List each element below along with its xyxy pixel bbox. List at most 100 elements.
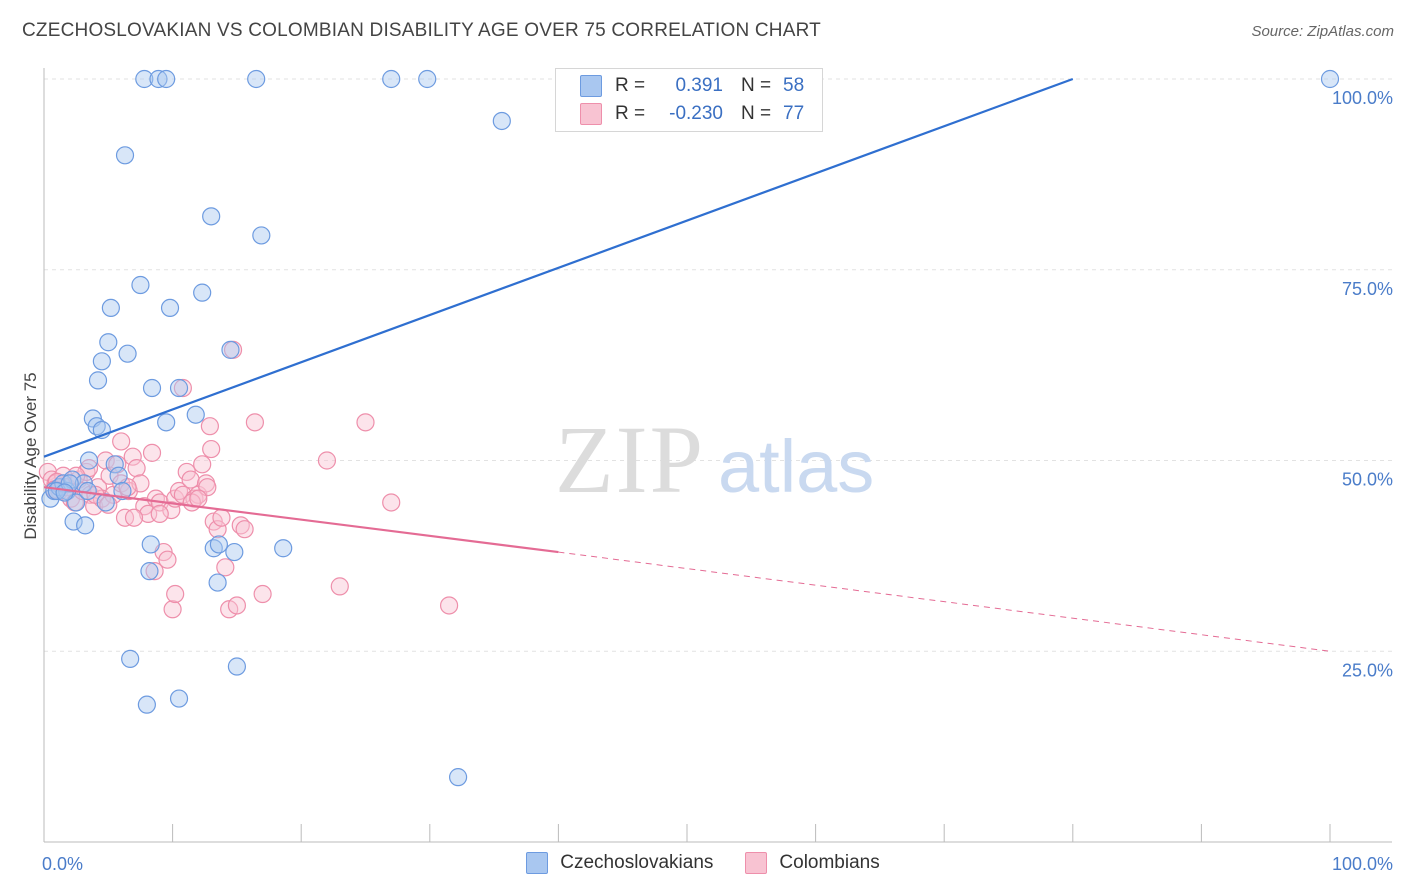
- legend-swatch-pink: [580, 103, 602, 125]
- legend-row-colombians: R = -0.230 N = 77: [580, 100, 804, 128]
- data-point: [169, 378, 189, 398]
- trend-line-colombians: [43, 486, 559, 554]
- data-point: [189, 489, 208, 508]
- data-point: [160, 298, 180, 317]
- data-point: [253, 584, 272, 604]
- data-point: [212, 508, 231, 527]
- y-tick-label: 75.0%: [1342, 279, 1393, 299]
- data-point: [141, 535, 160, 554]
- legend-r-value: -0.230: [669, 103, 723, 124]
- data-point: [245, 413, 265, 432]
- legend-row-czechoslovakians: R = 0.391 N = 58: [580, 72, 804, 100]
- data-point: [235, 520, 254, 539]
- data-point: [166, 584, 185, 604]
- data-point: [157, 69, 176, 89]
- watermark-zip: ZIP: [555, 406, 705, 513]
- y-tick-label: 50.0%: [1342, 470, 1393, 490]
- data-point: [99, 333, 118, 352]
- data-point: [60, 474, 79, 493]
- data-point: [142, 443, 162, 462]
- data-point: [115, 146, 135, 165]
- legend-n-label: N =: [741, 103, 772, 124]
- y-tick-label: 100.0%: [1332, 88, 1393, 108]
- data-point: [157, 413, 176, 432]
- data-point: [162, 500, 181, 520]
- data-point: [330, 577, 349, 596]
- data-point: [181, 470, 200, 489]
- data-point: [140, 562, 159, 581]
- data-point: [200, 417, 219, 436]
- correlation-legend: R = 0.391 N = 58 R = -0.230 N = 77: [555, 68, 823, 132]
- data-point: [382, 69, 401, 89]
- data-point: [193, 283, 212, 302]
- data-point: [186, 405, 205, 424]
- data-point: [492, 111, 511, 131]
- data-point: [1320, 69, 1340, 89]
- data-point: [131, 275, 150, 295]
- data-point: [169, 689, 189, 708]
- data-point: [356, 413, 375, 432]
- data-point: [112, 432, 131, 451]
- chart-source: Source: ZipAtlas.com: [1251, 23, 1394, 40]
- legend-n-value: 77: [783, 103, 805, 124]
- data-point: [252, 226, 271, 245]
- data-point: [137, 695, 156, 714]
- data-point: [105, 455, 124, 474]
- data-point: [418, 69, 437, 89]
- data-point: [209, 535, 228, 554]
- legend-label: Czechoslovakians: [560, 852, 714, 873]
- data-point: [142, 378, 162, 398]
- watermark-atlas: atlas: [718, 425, 874, 508]
- axes: [43, 68, 1392, 843]
- legend-swatch-blue: [526, 852, 549, 874]
- data-point: [227, 657, 246, 676]
- data-point: [173, 378, 192, 398]
- legend-swatch-blue: [580, 75, 602, 97]
- y-tick-label: 25.0%: [1342, 660, 1393, 680]
- legend-label: Colombians: [779, 852, 880, 873]
- data-point: [109, 466, 128, 485]
- data-point: [221, 340, 240, 359]
- x-tick-label: 0.0%: [42, 854, 83, 874]
- data-point: [101, 298, 120, 317]
- series-legend: Czechoslovakians Colombians: [0, 852, 1406, 874]
- data-point: [118, 344, 137, 363]
- y-axis-label: Disability Age Over 75: [21, 372, 40, 539]
- trend-line-czechoslovakians: [43, 77, 1074, 458]
- tick-labels: 25.0% 50.0% 75.0% 100.0% 0.0% 100.0%: [42, 88, 1393, 874]
- grid-lines: [44, 78, 1392, 652]
- data-point: [216, 558, 235, 577]
- data-point: [247, 69, 266, 89]
- data-point: [202, 207, 221, 226]
- data-point: [274, 539, 293, 558]
- data-point: [448, 768, 468, 787]
- data-point: [202, 439, 221, 459]
- data-point: [79, 451, 99, 470]
- data-point: [123, 447, 142, 466]
- data-point: [193, 455, 212, 474]
- data-point: [382, 493, 401, 512]
- data-point: [227, 596, 246, 615]
- data-point: [225, 542, 244, 562]
- data-point: [208, 520, 227, 539]
- legend-item-czechoslovakians[interactable]: Czechoslovakians: [526, 852, 713, 874]
- data-point: [55, 483, 74, 502]
- data-point: [163, 600, 182, 619]
- legend-r-label: R =: [615, 75, 646, 96]
- data-point: [88, 371, 108, 390]
- legend-r-value: 0.391: [675, 75, 723, 96]
- data-point: [67, 493, 86, 512]
- data-point: [92, 352, 111, 371]
- trend-line-colombians-extension: [558, 551, 1331, 652]
- data-point: [149, 69, 168, 89]
- legend-r-label: R =: [615, 103, 646, 124]
- data-point: [135, 69, 154, 89]
- data-point: [150, 504, 169, 524]
- chart-title: CZECHOSLOVAKIAN VS COLOMBIAN DISABILITY …: [22, 20, 821, 41]
- data-point: [76, 516, 95, 535]
- legend-item-colombians[interactable]: Colombians: [745, 852, 880, 874]
- trend-lines: [43, 77, 1331, 652]
- data-point: [208, 573, 227, 592]
- data-point: [124, 508, 144, 527]
